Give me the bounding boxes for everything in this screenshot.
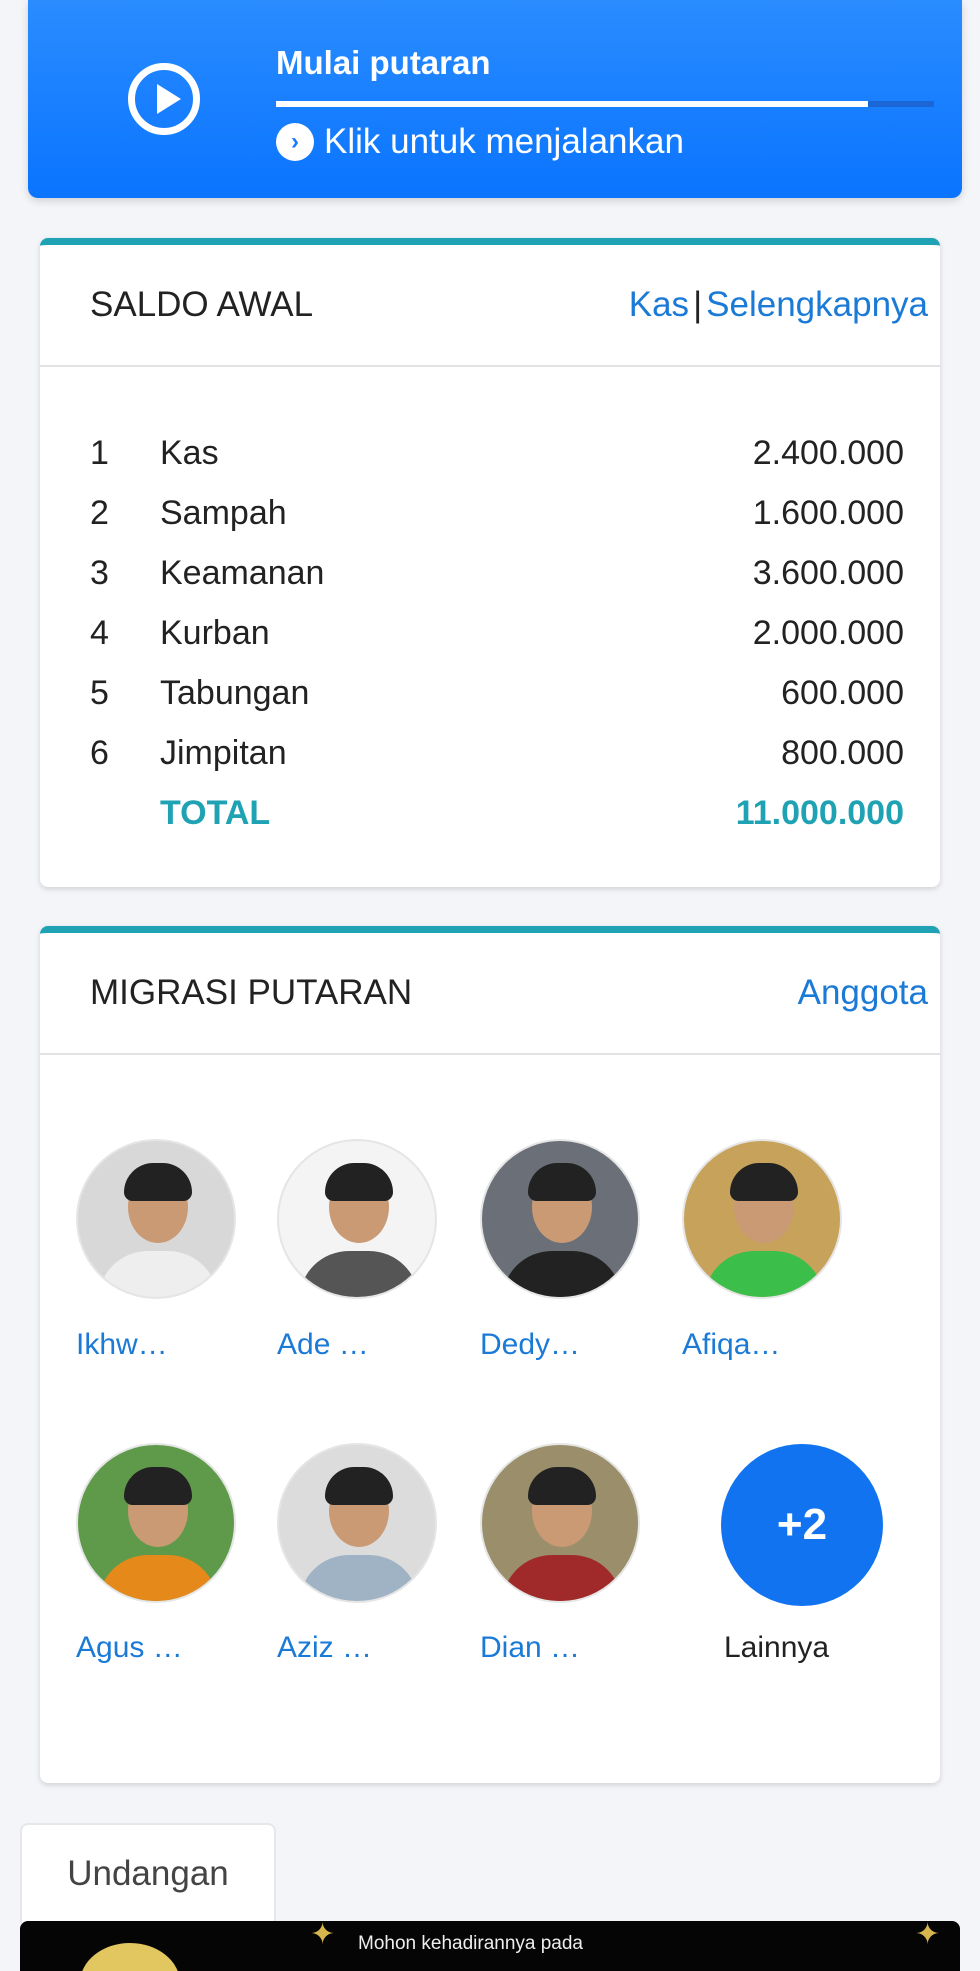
start-round-banner[interactable]: Mulai putaran › Klik untuk menjalankan — [28, 0, 962, 198]
selengkapnya-link[interactable]: Selengkapnya — [706, 285, 928, 324]
row-name: Sampah — [160, 493, 287, 532]
avatar-hair — [528, 1163, 596, 1201]
separator: | — [693, 285, 703, 324]
avatar-hair — [124, 1467, 192, 1505]
moon-decoration — [80, 1943, 180, 1971]
avatar-hair — [730, 1163, 798, 1201]
member-name[interactable]: Agus … — [76, 1631, 183, 1664]
avatar-body — [502, 1251, 622, 1297]
row-number: 3 — [90, 553, 109, 592]
more-members-button[interactable]: +2 — [721, 1444, 883, 1606]
member-name[interactable]: Afiqa… — [682, 1328, 781, 1361]
card-header: MIGRASI PUTARAN Anggota — [40, 933, 940, 1055]
member-avatar[interactable] — [480, 1443, 640, 1603]
avatar-body — [98, 1251, 218, 1297]
member-avatar[interactable] — [76, 1139, 236, 1299]
avatar-body — [502, 1555, 622, 1601]
sparkle-icon: ✦ — [310, 1921, 336, 1951]
member-avatar[interactable] — [480, 1139, 640, 1299]
member-avatar[interactable] — [76, 1443, 236, 1603]
avatar-hair — [124, 1163, 192, 1201]
saldo-row: 2 Sampah 1.600.000 — [90, 483, 904, 543]
saldo-row: 1 Kas 2.400.000 — [90, 423, 904, 483]
avatar-hair — [325, 1163, 393, 1201]
row-amount: 1.600.000 — [752, 493, 904, 532]
member-name[interactable]: Aziz … — [277, 1631, 373, 1664]
row-number: 6 — [90, 733, 109, 772]
row-name: Kurban — [160, 613, 270, 652]
card-title: SALDO AWAL — [90, 285, 314, 324]
sparkle-icon: ✦ — [915, 1921, 941, 1951]
chevron-right-icon: › — [276, 123, 314, 161]
progress-fill — [276, 101, 869, 107]
row-name: Jimpitan — [160, 733, 287, 772]
progress-bar — [276, 101, 934, 107]
tab-undangan[interactable]: Undangan — [20, 1823, 276, 1923]
avatar-body — [98, 1555, 218, 1601]
row-amount: 2.000.000 — [752, 613, 904, 652]
total-row: TOTAL 11.000.000 — [90, 783, 904, 843]
member-avatar[interactable] — [277, 1443, 437, 1603]
invitation-text: Mohon kehadirannya pada — [358, 1933, 584, 1954]
banner-subtitle: Klik untuk menjalankan — [324, 122, 684, 161]
member-name[interactable]: Ade … — [277, 1328, 369, 1361]
row-name: Keamanan — [160, 553, 325, 592]
row-name: Tabungan — [160, 673, 310, 712]
member-name[interactable]: Dedy… — [480, 1328, 581, 1361]
total-amount: 11.000.000 — [735, 793, 904, 832]
run-link[interactable]: › Klik untuk menjalankan — [276, 122, 684, 162]
row-number: 5 — [90, 673, 109, 712]
member-avatar[interactable] — [277, 1139, 437, 1299]
avatar-hair — [528, 1467, 596, 1505]
row-amount: 800.000 — [781, 733, 904, 772]
row-amount: 600.000 — [781, 673, 904, 712]
row-number: 4 — [90, 613, 109, 652]
avatar-body — [704, 1251, 824, 1297]
row-number: 1 — [90, 433, 109, 472]
avatar-body — [299, 1251, 419, 1297]
row-amount: 3.600.000 — [752, 553, 904, 592]
migrasi-putaran-card: MIGRASI PUTARAN Anggota Ikhw… Ade … Dedy… A… — [40, 926, 940, 1783]
saldo-awal-card: SALDO AWAL Kas | Selengkapnya 1 Kas 2.400.00… — [40, 238, 940, 887]
card-title: MIGRASI PUTARAN — [90, 973, 413, 1012]
total-label: TOTAL — [160, 793, 271, 832]
saldo-row: 5 Tabungan 600.000 — [90, 663, 904, 723]
invitation-banner[interactable]: ✦ ✦ Mohon kehadirannya pada — [20, 1921, 960, 1971]
banner-title: Mulai putaran — [276, 44, 491, 81]
saldo-row: 3 Keamanan 3.600.000 — [90, 543, 904, 603]
avatar-body — [299, 1555, 419, 1601]
saldo-row: 4 Kurban 2.000.000 — [90, 603, 904, 663]
more-label: Lainnya — [724, 1631, 830, 1664]
kas-link[interactable]: Kas — [628, 285, 690, 324]
anggota-link[interactable]: Anggota — [797, 973, 928, 1012]
play-circle-icon[interactable] — [128, 63, 200, 135]
member-name[interactable]: Dian … — [480, 1631, 581, 1664]
row-amount: 2.400.000 — [752, 433, 904, 472]
row-name: Kas — [160, 433, 219, 472]
avatar-hair — [325, 1467, 393, 1505]
card-header: SALDO AWAL Kas | Selengkapnya — [40, 245, 940, 367]
row-number: 2 — [90, 493, 109, 532]
member-name[interactable]: Ikhw… — [76, 1328, 168, 1361]
saldo-row: 6 Jimpitan 800.000 — [90, 723, 904, 783]
member-avatar[interactable] — [682, 1139, 842, 1299]
